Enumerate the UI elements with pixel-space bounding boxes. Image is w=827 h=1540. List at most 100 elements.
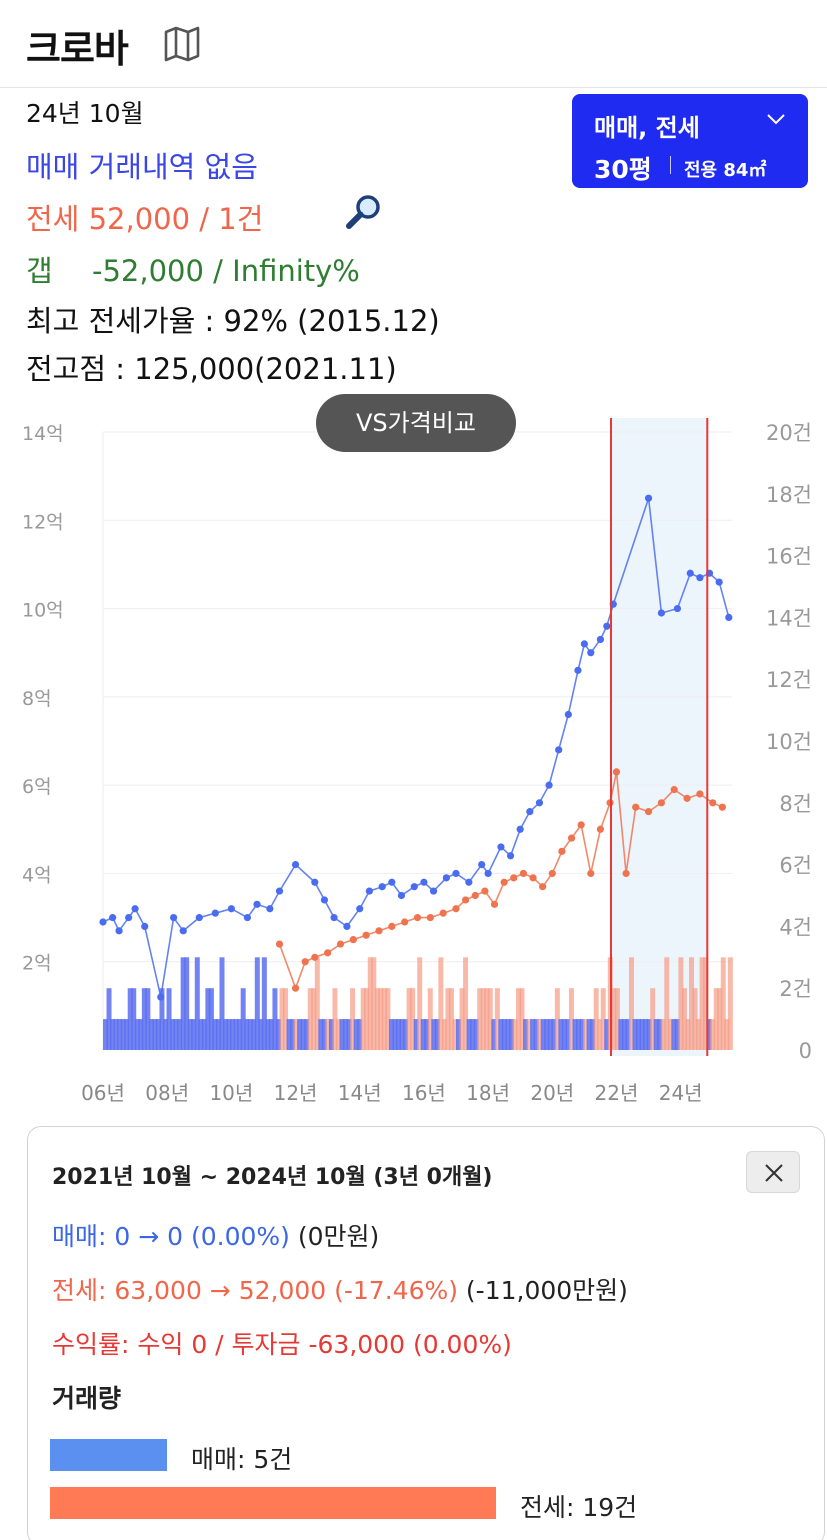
volume-bar <box>583 1019 589 1050</box>
volume-bar <box>166 988 172 1050</box>
jeonse-data-point <box>413 913 422 922</box>
vs-compare-button[interactable]: VS가격비교 <box>316 394 516 452</box>
x-tick-label: 12년 <box>274 1081 318 1105</box>
volume-bar <box>727 957 733 1050</box>
search-icon[interactable] <box>344 192 384 232</box>
volume-bar <box>367 957 373 1050</box>
volume-bar <box>720 957 726 1050</box>
volume-bar <box>632 1019 638 1050</box>
popup-jeonse-key: 전세 <box>52 1276 99 1305</box>
volume-bar <box>145 988 151 1050</box>
volume-bar <box>258 1019 264 1050</box>
summary-max-ratio: 최고 전세가율 : 92% (2015.12) <box>26 304 440 338</box>
volume-bar <box>579 1019 585 1050</box>
jeonse-data-point <box>622 869 630 878</box>
volume-bar <box>685 1019 691 1050</box>
sale-data-point <box>125 913 133 922</box>
sale-data-point <box>157 993 165 1001</box>
volume-bar <box>244 1019 250 1050</box>
volume-bar <box>152 1019 158 1050</box>
filter-dropdown-button[interactable]: 매매, 전세 30평 전용 84㎡ <box>572 94 808 188</box>
volume-bar <box>604 1019 610 1050</box>
y-right-tick-label: 16건 <box>766 545 812 569</box>
volume-bar <box>710 1019 716 1050</box>
close-button[interactable] <box>746 1151 800 1193</box>
volume-bar <box>544 1019 550 1050</box>
jeonse-data-point <box>709 799 717 807</box>
jeonse-data-point <box>612 768 621 776</box>
volume-bar <box>537 1019 543 1050</box>
volume-bar <box>357 1019 363 1050</box>
sale-data-point <box>397 891 406 900</box>
map-icon[interactable] <box>162 26 202 62</box>
page-title: 크로바 <box>26 27 129 71</box>
volume-bar <box>265 1019 271 1050</box>
sale-data-point <box>170 913 178 922</box>
y-left-tick-label: 12억 <box>22 511 64 533</box>
sale-data-point <box>320 896 329 904</box>
volume-bar <box>399 1019 405 1050</box>
volume-bar <box>240 988 246 1050</box>
volume-bar <box>724 1019 730 1050</box>
volume-bar <box>208 988 214 1050</box>
jeonse-data-point <box>670 785 678 794</box>
volume-bar <box>505 1019 511 1050</box>
volume-bar <box>417 957 423 1050</box>
volume-bar <box>403 1019 409 1050</box>
volume-bar <box>275 1019 281 1050</box>
volume-bar <box>201 1019 207 1050</box>
summary-jeonse: 전세 52,000 / 1건 <box>26 202 264 236</box>
volume-bar <box>671 1019 677 1050</box>
volume-bar <box>350 988 356 1050</box>
sale-data-point <box>484 869 492 878</box>
filter-type: 매매, 전세 <box>594 114 700 142</box>
x-tick-label: 10년 <box>209 1081 253 1105</box>
popup-volume-title: 거래량 <box>52 1384 122 1413</box>
sale-data-point <box>343 922 351 931</box>
volume-bar-jeonse <box>50 1487 496 1519</box>
volume-bar <box>586 1019 592 1050</box>
sale-data-point <box>211 909 219 917</box>
volume-bar <box>300 1019 306 1050</box>
volume-bar <box>290 1019 296 1050</box>
sale-data-point <box>574 666 582 674</box>
sale-data-point <box>115 927 123 935</box>
volume-bar <box>141 988 147 1050</box>
sale-data-point <box>378 883 386 891</box>
sale-data-point <box>365 887 373 895</box>
volume-bar <box>561 1019 567 1050</box>
sale-data-point <box>564 710 572 719</box>
popup-yield-key: 수익률 <box>52 1330 122 1359</box>
volume-bar <box>526 1019 532 1050</box>
jeonse-data-point <box>275 940 284 948</box>
volume-bar <box>180 957 186 1050</box>
volume-bar <box>448 988 454 1050</box>
sale-data-point <box>580 640 588 648</box>
volume-bar <box>674 1019 680 1050</box>
y-left-tick-label: 6억 <box>22 776 52 798</box>
price-chart[interactable]: 2억 4억 6억 8억 10억 12억 14억 0 2건 4건 6건 8건 10건 12건 14건 16건 18… <box>0 410 827 1110</box>
x-tick-label: 20년 <box>530 1081 574 1105</box>
sale-data-point <box>195 913 203 922</box>
page-header: 크로바 <box>0 0 827 88</box>
volume-bar <box>343 1019 349 1050</box>
volume-bar <box>388 1019 394 1050</box>
volume-bar <box>339 1019 345 1050</box>
volume-bar <box>618 1019 624 1050</box>
jeonse-data-point <box>587 869 595 878</box>
volume-bar <box>148 1019 154 1050</box>
y-right-tick-label: 2건 <box>779 977 812 1001</box>
volume-bar <box>646 1019 652 1050</box>
jeonse-data-point <box>481 887 489 895</box>
summary-date: 24년 10월 <box>26 99 144 128</box>
x-tick-label: 14년 <box>338 1081 382 1105</box>
volume-bar <box>692 988 698 1050</box>
volume-label-sale: 매매: 5건 <box>191 1445 293 1474</box>
jeonse-data-point <box>375 927 383 935</box>
volume-bar <box>456 1019 462 1050</box>
sale-data-point <box>657 609 665 617</box>
volume-bar <box>184 957 190 1050</box>
volume-bar <box>381 988 387 1050</box>
sale-data-point <box>291 861 300 869</box>
sale-data-point <box>266 905 274 913</box>
